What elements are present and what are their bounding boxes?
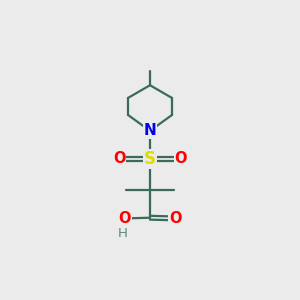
- Text: N: N: [144, 123, 156, 138]
- Text: H: H: [117, 226, 127, 239]
- Text: O: O: [174, 151, 187, 166]
- Text: O: O: [113, 151, 126, 166]
- Text: O: O: [169, 211, 181, 226]
- Text: S: S: [144, 150, 156, 168]
- Text: O: O: [119, 211, 131, 226]
